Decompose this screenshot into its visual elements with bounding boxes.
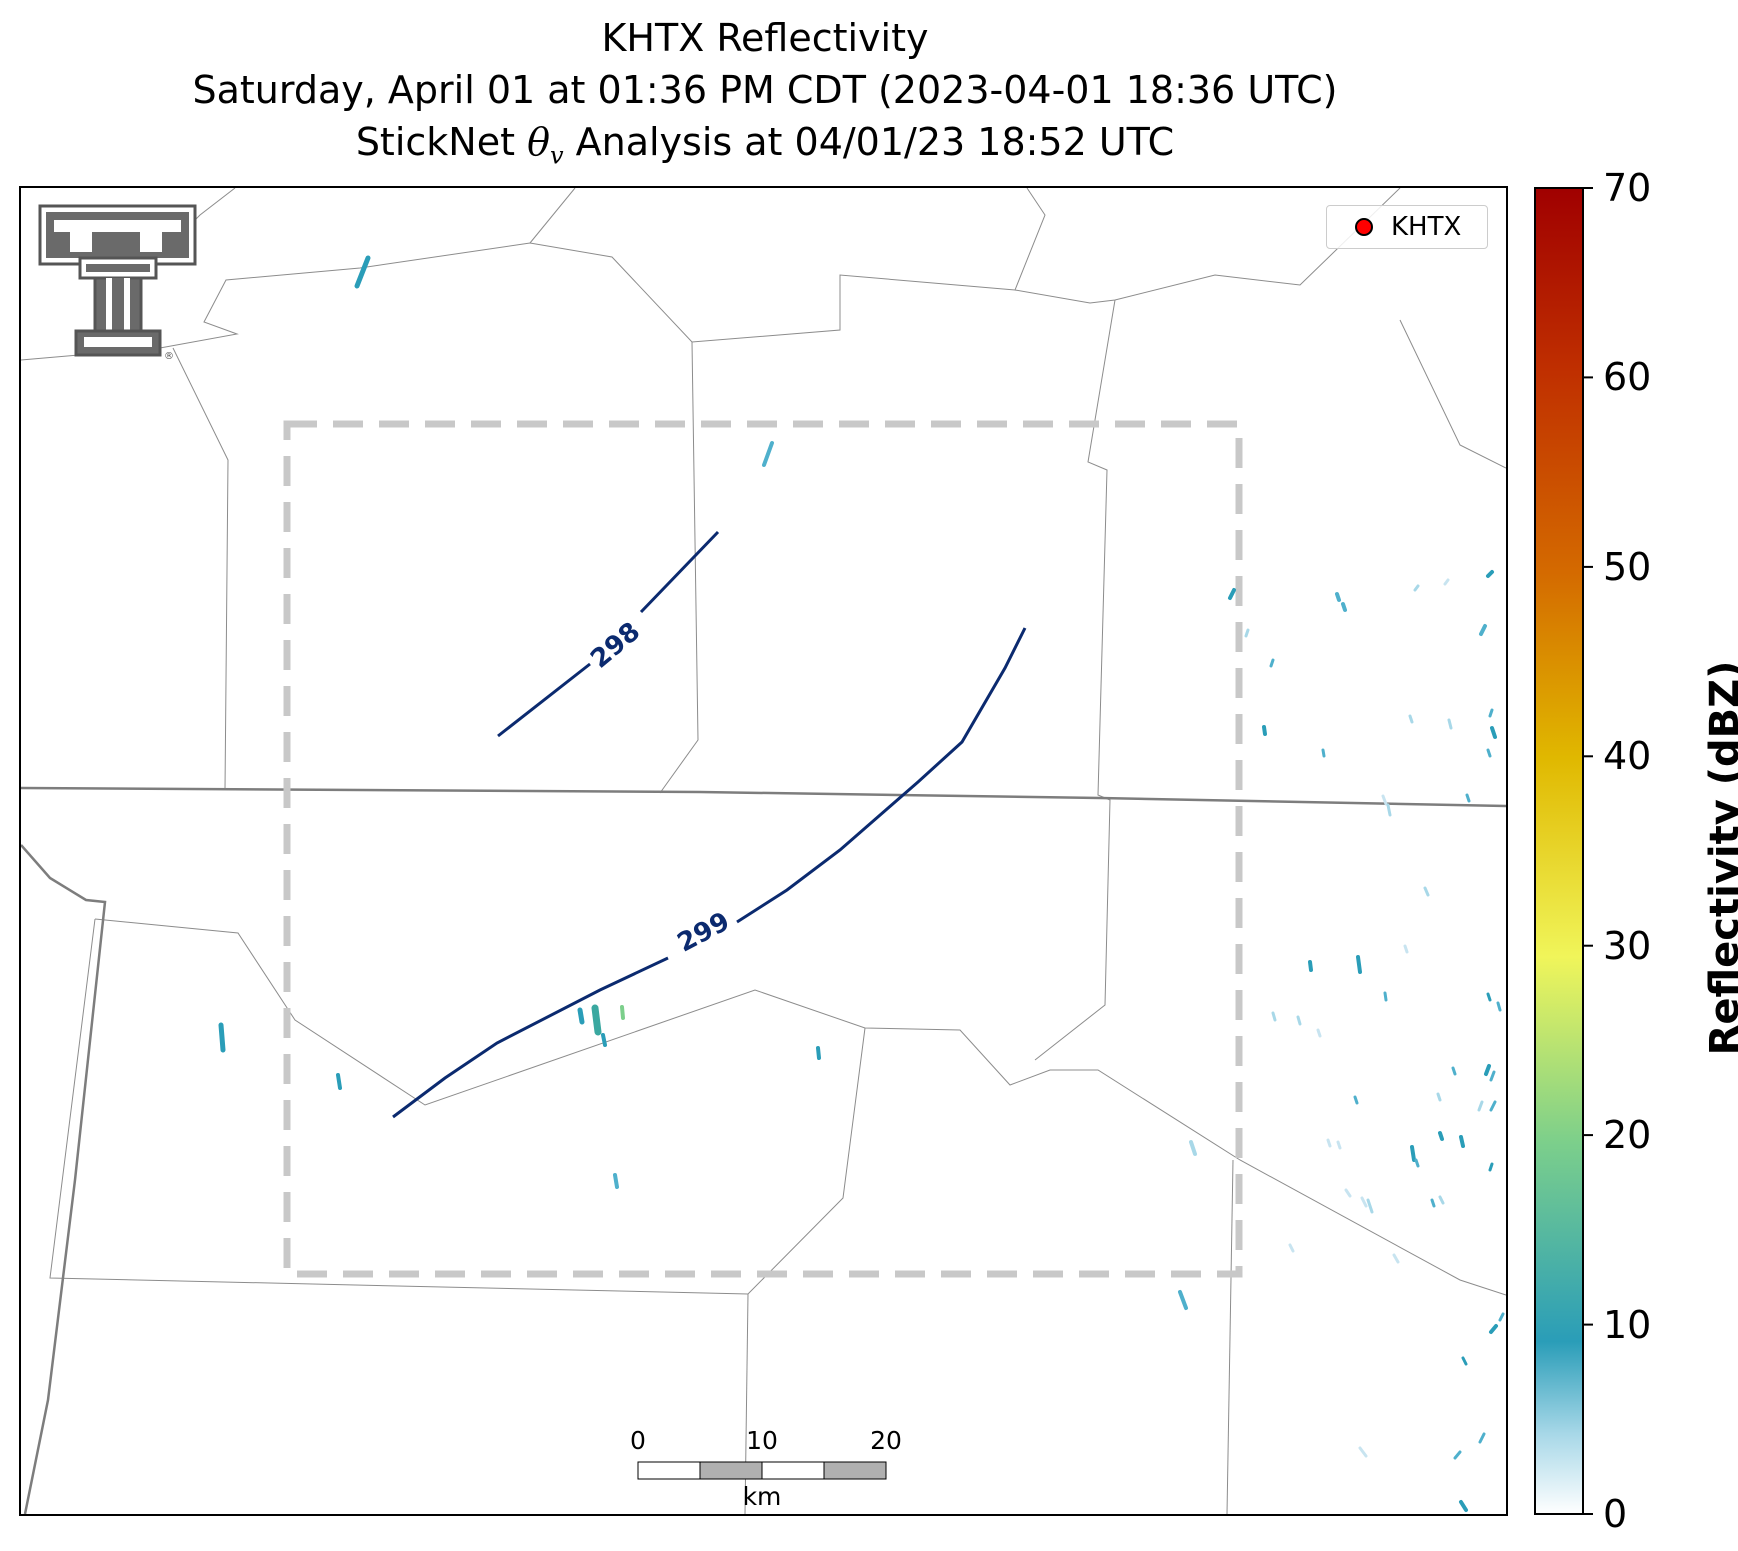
svg-text:®: ®: [164, 351, 174, 362]
colorbar-tick-10: 10: [1603, 1302, 1652, 1347]
scale-tick-0: 0: [630, 1426, 646, 1455]
map-content: 298 299 ®: [21, 188, 1506, 1514]
theta-symbol: θv: [527, 120, 564, 170]
title-line-2: Saturday, April 01 at 01:36 PM CDT (2023…: [192, 68, 1338, 112]
title-line-3-prefix: StickNet: [355, 120, 528, 164]
colorbar-label: Reflectivity (dBZ): [1702, 660, 1738, 1056]
colorbar-tick-40: 40: [1603, 734, 1652, 779]
radar-site-marker: [1355, 218, 1373, 236]
state-boundaries: [21, 786, 1506, 1514]
county-boundaries: [21, 188, 1506, 1514]
colorbar-tick-20: 20: [1603, 1113, 1652, 1158]
colorbar-tick-50: 50: [1603, 544, 1652, 589]
contour-label-299: 299: [673, 907, 735, 959]
title-line-3: StickNet θv Analysis at 04/01/23 18:52 U…: [0, 116, 1530, 182]
reflectivity-echoes: [218, 255, 1505, 1512]
colorbar: [1534, 187, 1593, 1515]
legend-label: KHTX: [1391, 212, 1462, 242]
contour-299: [392, 956, 669, 1119]
map-frame: [19, 186, 1508, 1516]
scale-bar: [637, 1461, 887, 1480]
colorbar-tick-0: 0: [1603, 1492, 1628, 1536]
contour-298: [497, 662, 591, 738]
colorbar-tick-60: 60: [1603, 355, 1652, 400]
theta-v-contours: [392, 530, 1027, 1119]
title-line-1: KHTX Reflectivity: [601, 16, 929, 60]
scale-tick-10: 10: [746, 1426, 778, 1455]
texas-tech-logo: ®: [38, 204, 197, 362]
colorbar-tick-70: 70: [1603, 166, 1652, 210]
legend: KHTX: [1326, 205, 1488, 249]
scale-tick-20: 20: [870, 1426, 902, 1455]
title-line-3-suffix: Analysis at 04/01/23 18:52 UTC: [563, 120, 1175, 164]
figure-title: KHTX Reflectivity Saturday, April 01 at …: [0, 12, 1530, 182]
colorbar-tick-30: 30: [1603, 923, 1652, 968]
contour-label-298: 298: [585, 617, 646, 675]
scale-unit: km: [742, 1482, 782, 1511]
analysis-domain-box: [283, 420, 1243, 1278]
